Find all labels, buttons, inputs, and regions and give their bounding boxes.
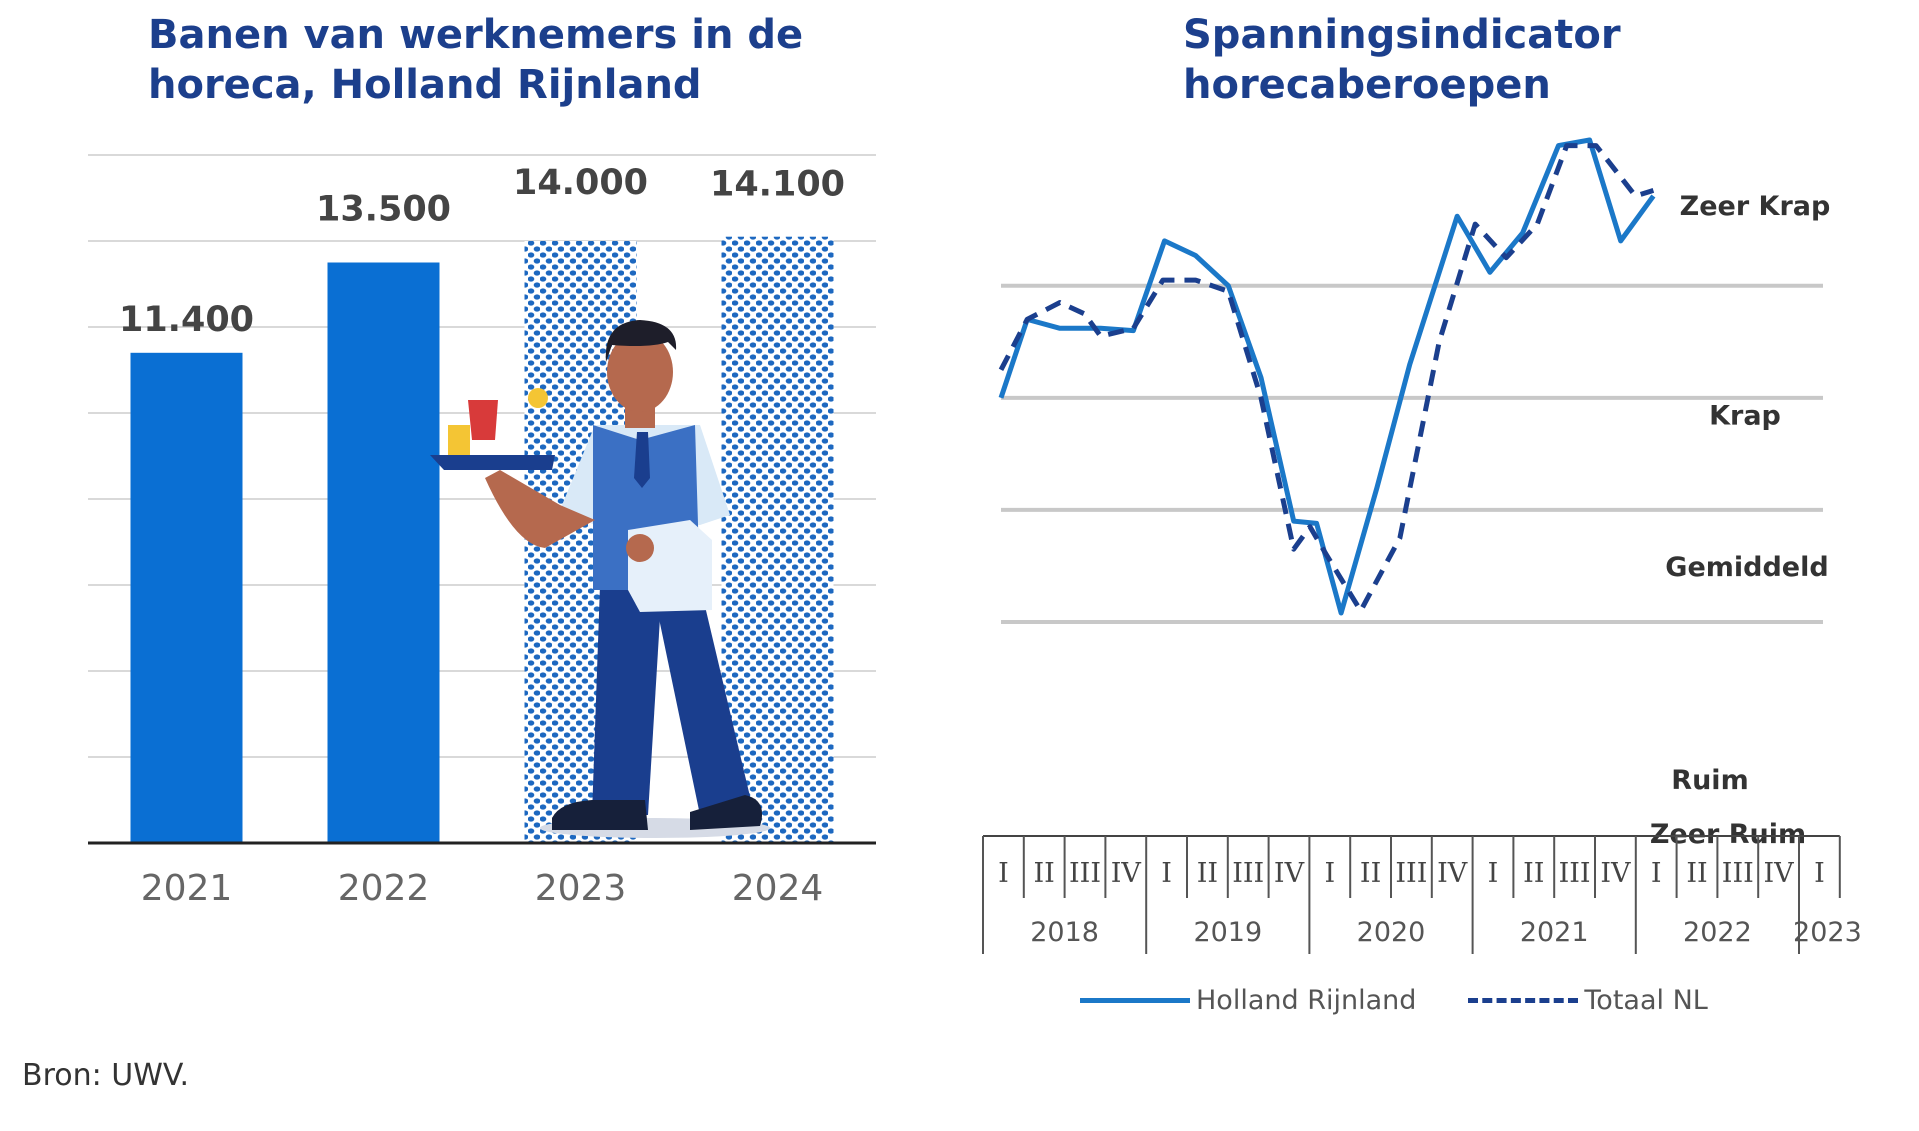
- series-line-totaal-nl: [998, 143, 1655, 614]
- quarter-label: I: [998, 858, 1009, 889]
- year-label-2019: 2019: [1193, 917, 1262, 948]
- line-series-group: [998, 137, 1656, 616]
- bar-chart-title: Banen van werknemers in de horeca, Holla…: [148, 12, 804, 108]
- bar-x-label-2023: 2023: [535, 868, 627, 909]
- quarter-label: III: [1069, 858, 1101, 889]
- lemon-icon: [528, 388, 548, 408]
- waiter-right-leg: [652, 585, 752, 815]
- quarter-label: III: [1395, 858, 1427, 889]
- quarter-label: IV: [1600, 858, 1631, 889]
- waiter-tray: [430, 455, 555, 470]
- zone-label-zeer-krap: Zeer Krap: [1680, 191, 1831, 222]
- bar-x-label-2022: 2022: [338, 868, 430, 909]
- waiter-illustration: [430, 320, 770, 838]
- legend-swatch-dashed: [1468, 997, 1579, 1003]
- quarter-label: III: [1232, 858, 1264, 889]
- bar-value-label-2021: 11.400: [119, 300, 254, 340]
- bar-value-label-2024: 14.100: [710, 165, 845, 205]
- waiter-hand: [626, 534, 654, 562]
- quarter-label: II: [1197, 858, 1218, 889]
- quarter-label: III: [1722, 858, 1754, 889]
- waiter-right-shoe: [690, 795, 763, 830]
- zone-boundaries: [1001, 283, 1823, 625]
- bar-x-label-2021: 2021: [141, 868, 233, 909]
- quarter-label: IV: [1274, 858, 1305, 889]
- waiter-left-arm: [485, 470, 595, 548]
- quarter-label: I: [1488, 858, 1499, 889]
- zone-label-gemiddeld: Gemiddeld: [1665, 552, 1828, 583]
- year-label-2022: 2022: [1683, 917, 1752, 948]
- quarter-label: I: [1324, 858, 1335, 889]
- quarter-label: IV: [1437, 858, 1468, 889]
- legend-label-totaal-nl: Totaal NL: [1584, 984, 1708, 1016]
- quarter-label: II: [1034, 858, 1055, 889]
- bar-2024: [721, 236, 834, 843]
- quarter-label: I: [1651, 858, 1662, 889]
- glass-red: [468, 400, 498, 440]
- quarter-label: IV: [1764, 858, 1795, 889]
- zone-label-krap: Krap: [1709, 401, 1781, 432]
- quarter-label: III: [1559, 858, 1591, 889]
- bar-2021: [130, 352, 243, 843]
- waiter-left-leg: [592, 585, 662, 815]
- bar-value-label-2022: 13.500: [316, 190, 451, 230]
- zone-label-ruim: Ruim: [1671, 765, 1748, 796]
- line-x-axis: I II III IV I II III IV I II III IV I II III IV I II III IV…: [982, 835, 1862, 954]
- bar-x-axis-labels: 2021 2022 2023 2024: [141, 868, 824, 909]
- zone-label-zeer-ruim: Zeer Ruim: [1650, 819, 1806, 850]
- bar-value-labels: 11.400 13.500 14.000 14.100: [119, 163, 845, 340]
- bar-value-label-2023: 14.000: [513, 163, 648, 203]
- quarter-label: II: [1686, 858, 1707, 889]
- legend-swatch-solid: [1080, 997, 1190, 1003]
- quarter-label: I: [1814, 858, 1825, 889]
- waiter-left-shoe: [552, 800, 648, 830]
- quarter-label: I: [1161, 858, 1172, 889]
- zone-labels: Zeer Krap Krap Gemiddeld Ruim Zeer Ruim: [1650, 191, 1831, 850]
- waiter-tie: [634, 432, 650, 488]
- waiter-hair: [605, 320, 677, 362]
- legend-item-totaal-nl: Totaal NL: [1468, 984, 1708, 1016]
- quarter-label: IV: [1111, 858, 1142, 889]
- year-label-2021: 2021: [1520, 917, 1589, 948]
- line-legend: Holland Rijnland Totaal NL: [1080, 978, 1760, 1022]
- legend-item-holland-rijnland: Holland Rijnland: [1080, 985, 1416, 1016]
- legend-label-holland-rijnland: Holland Rijnland: [1196, 984, 1417, 1016]
- year-label-2023: 2023: [1793, 917, 1862, 948]
- source-note: Bron: UWV.: [22, 1058, 190, 1093]
- glass-yellow: [448, 425, 470, 455]
- series-line-holland-rijnland: [998, 137, 1656, 616]
- waiter-towel: [628, 520, 712, 612]
- year-label-2020: 2020: [1357, 917, 1426, 948]
- line-chart-title: Spanningsindicator horecaberoepen: [1183, 12, 1621, 108]
- quarter-label: II: [1523, 858, 1544, 889]
- quarter-label: II: [1360, 858, 1381, 889]
- year-label-2018: 2018: [1030, 917, 1099, 948]
- bar-2022: [327, 262, 440, 843]
- bar-x-label-2024: 2024: [732, 868, 824, 909]
- waiter-head: [607, 332, 673, 412]
